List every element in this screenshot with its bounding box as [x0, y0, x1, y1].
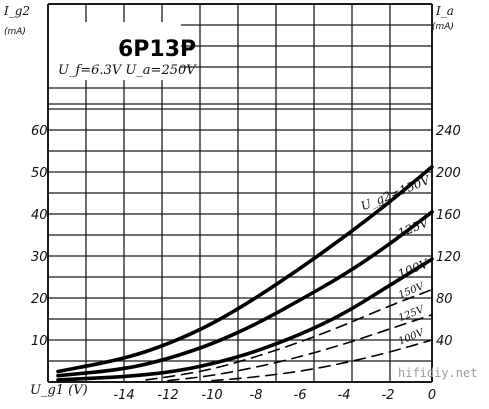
right-tick-label: 240 — [436, 124, 461, 139]
anode-current-curve — [56, 210, 434, 378]
x-tick-label: -10 — [201, 388, 222, 403]
right-tick-label: 40 — [436, 334, 453, 349]
right-axis-unit: (mA) — [432, 22, 454, 32]
curves — [56, 164, 434, 382]
watermark: hifidiy.net — [398, 366, 477, 380]
chart-title: 6P13P — [118, 37, 196, 62]
series-label: 125V — [396, 215, 432, 240]
right-tick-label: 80 — [436, 292, 453, 307]
tick-labels: -14 -12 -10 -8 -6 -4 -2 0 10 20 30 40 50 60 40 80 120 160… — [31, 124, 461, 403]
series-label: 100V — [397, 327, 427, 348]
right-tick-label: 200 — [436, 166, 461, 181]
x-axis-label: U_g1 (V) — [30, 383, 88, 398]
anode-current-curve — [56, 257, 434, 382]
left-tick-label: 10 — [31, 334, 48, 349]
x-tick-label: -14 — [113, 388, 134, 403]
x-tick-label: -12 — [157, 388, 178, 403]
left-tick-label: 50 — [31, 166, 48, 181]
screen-current-curve — [167, 313, 433, 382]
right-tick-label: 160 — [436, 208, 461, 223]
x-tick-label: -8 — [250, 388, 263, 403]
x-tick-label: -4 — [338, 388, 351, 403]
anode-current-curve — [56, 164, 434, 374]
screen-current-curve — [145, 288, 433, 381]
right-tick-label: 120 — [436, 250, 461, 265]
left-axis-unit: (mA) — [4, 27, 26, 37]
title-panel — [49, 22, 181, 80]
x-tick-label: 0 — [428, 388, 436, 403]
left-axis-label: I_g2 — [3, 4, 30, 18]
left-tick-label: 40 — [31, 208, 48, 223]
right-axis-label: I_a — [435, 4, 454, 18]
x-tick-label: -6 — [294, 388, 307, 403]
left-tick-label: 20 — [31, 292, 48, 307]
left-tick-label: 30 — [31, 250, 48, 265]
chart-subtitle: U_f=6.3V U_a=250V — [58, 63, 197, 78]
screen-current-curve — [211, 339, 433, 382]
x-tick-label: -2 — [382, 388, 395, 403]
left-tick-label: 60 — [31, 124, 48, 139]
